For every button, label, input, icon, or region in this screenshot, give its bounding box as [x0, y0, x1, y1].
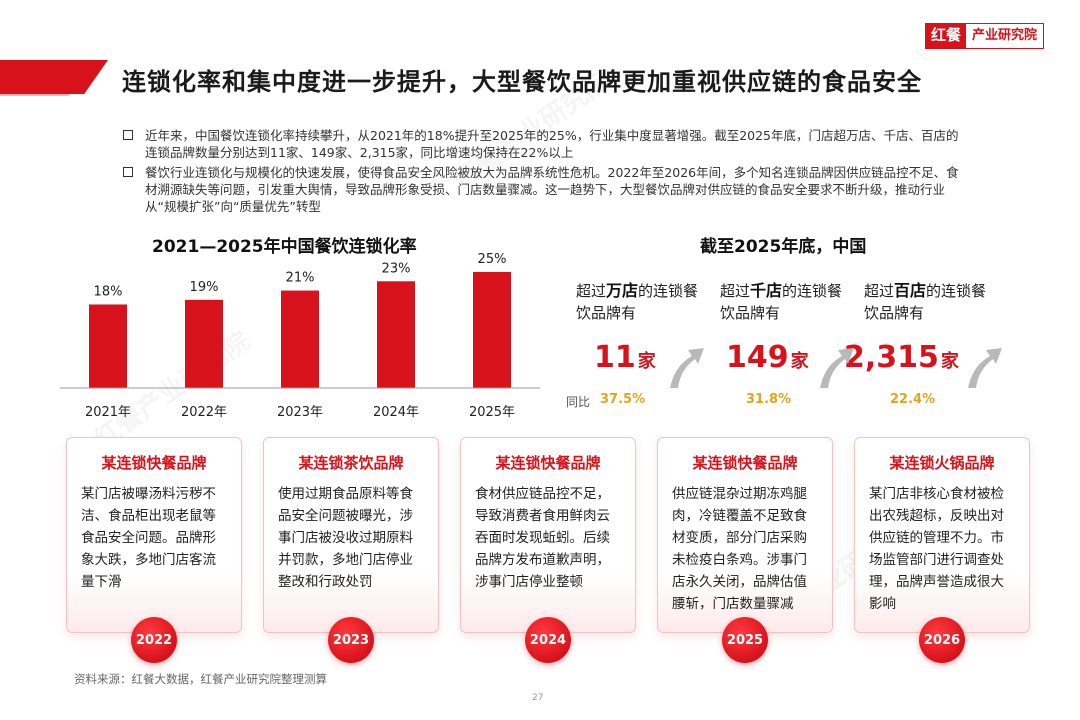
stats-heading: 截至2025年底，中国 [700, 237, 867, 257]
case-title: 某连锁快餐品牌 [495, 454, 601, 472]
stat-suffix: 的连锁餐饮品牌有 [720, 282, 843, 322]
stat-description: 超过万店的连锁餐饮品牌有 [576, 280, 706, 324]
stat-growth: 22.4% [890, 392, 936, 407]
stat-number: 11 家 [594, 340, 706, 375]
stat-card-10000: 超过万店的连锁餐饮品牌有 11 家 [576, 280, 706, 375]
case-body: 供应链混杂过期冻鸡腿肉，冷链覆盖不足致食材变质，部分门店采购未检疫白条鸡。涉事门… [672, 486, 807, 612]
x-tick-label: 2021年 [85, 405, 131, 420]
logo: 红餐 产业研究院 [924, 23, 1044, 49]
stat-number-value: 11 [594, 340, 636, 375]
bullet-1: 近年来，中国餐饮连锁化率持续攀升，从2021年的18%提升至2025年的25%，… [123, 127, 960, 161]
source-note: 资料来源：红餐大数据，红餐产业研究院整理测算 [74, 672, 327, 686]
page-number: 27 [532, 693, 544, 703]
stat-description: 超过百店的连锁餐饮品牌有 [864, 280, 994, 324]
bar-value-label: 21% [286, 271, 315, 286]
bullet-box-icon [123, 130, 133, 140]
bar-2022年 [185, 299, 223, 388]
x-tick-label: 2023年 [277, 405, 323, 420]
case-card-2022: 某连锁快餐品牌 某门店被曝汤料污秽不洁、食品柜出现老鼠等食品安全问题。品牌形象大… [66, 437, 242, 633]
logo-text: 产业研究院 [971, 28, 1037, 43]
bullet-box-icon [123, 167, 133, 177]
logo-mark: 红餐 [925, 24, 966, 48]
bar-value-label: 19% [190, 280, 219, 295]
stat-suffix: 的连锁餐饮品牌有 [864, 282, 987, 322]
stat-prefix: 超过 [864, 282, 895, 300]
stat-growth: 31.8% [746, 392, 792, 407]
stat-prefix: 超过 [576, 282, 607, 300]
case-title: 某连锁快餐品牌 [101, 454, 207, 472]
stat-highlight: 万店 [606, 281, 639, 300]
page-title: 连锁化率和集中度进一步提升，大型餐饮品牌更加重视供应链的食品安全 [122, 68, 922, 96]
case-title: 某连锁茶饮品牌 [298, 454, 404, 472]
bar-value-label: 18% [94, 284, 123, 299]
x-tick-label: 2024年 [373, 405, 419, 420]
case-card-2025: 某连锁快餐品牌 供应链混杂过期冻鸡腿肉，冷链覆盖不足致食材变质，部分门店采购未检… [657, 437, 833, 633]
stat-number: 2,315 家 [844, 340, 994, 375]
stat-card-1000: 超过千店的连锁餐饮品牌有 149 家 [720, 280, 850, 375]
bar-2024年 [377, 281, 415, 388]
stat-number-unit: 家 [637, 351, 656, 372]
case-title: 某连锁快餐品牌 [692, 454, 798, 472]
bar-2025年 [473, 272, 511, 388]
stat-highlight: 百店 [894, 281, 927, 300]
year-badge: 2024 [525, 617, 571, 663]
year-badge: 2023 [328, 617, 374, 663]
bullet-text: 近年来，中国餐饮连锁化率持续攀升，从2021年的18%提升至2025年的25%，… [145, 128, 959, 160]
bar-value-label: 25% [478, 252, 507, 267]
bullet-2: 餐饮行业连锁化与规模化的快速发展，使得食品安全风险被放大为品牌系统性危机。202… [123, 164, 960, 215]
case-title: 某连锁火锅品牌 [889, 454, 995, 472]
x-tick-label: 2025年 [469, 405, 515, 420]
bar-2021年 [89, 304, 127, 388]
case-body: 使用过期食品原料等食品安全问题被曝光，涉事门店被没收过期原料并罚款，多地门店停业… [278, 486, 413, 590]
case-body: 某门店被曝汤料污秽不洁、食品柜出现老鼠等食品安全问题。品牌形象大跌，多地门店客流… [81, 486, 216, 590]
year-badge: 2022 [131, 617, 177, 663]
stat-growth: 37.5% [600, 392, 646, 407]
case-body: 某门店非核心食材被检出农残超标，反映出对供应链的管理不力。市场监管部门进行调查处… [869, 486, 1004, 612]
x-tick-label: 2022年 [181, 405, 227, 420]
title-accent [0, 60, 108, 94]
stat-description: 超过千店的连锁餐饮品牌有 [720, 280, 850, 324]
stat-prefix: 超过 [720, 282, 751, 300]
chart-title: 2021—2025年中国餐饮连锁化率 [152, 237, 417, 257]
case-body: 食材供应链品控不足，导致消费者食用鲜肉云吞面时发现蚯蚓。后续品牌方发布道歉声明，… [475, 486, 610, 590]
case-card-2023: 某连锁茶饮品牌 使用过期食品原料等食品安全问题被曝光，涉事门店被没收过期原料并罚… [263, 437, 439, 633]
case-card-2026: 某连锁火锅品牌 某门店非核心食材被检出农残超标，反映出对供应链的管理不力。市场监… [854, 437, 1030, 633]
stat-suffix: 的连锁餐饮品牌有 [576, 282, 699, 322]
bar-chart: 18% 2021年 19% 2022年 21% 2023年 23% 2024年 25% 2025年 [60, 252, 540, 420]
stat-highlight: 千店 [750, 281, 783, 300]
growth-arrow-icon [820, 348, 854, 388]
stat-number-value: 2,315 [844, 340, 939, 375]
stat-number-unit: 家 [940, 351, 959, 372]
bullet-text: 餐饮行业连锁化与规模化的快速发展，使得食品安全风险被放大为品牌系统性危机。202… [145, 165, 959, 214]
year-badge: 2025 [722, 617, 768, 663]
stat-number: 149 家 [726, 340, 850, 375]
bar-2023年 [281, 290, 319, 388]
stat-number-value: 149 [726, 340, 789, 375]
stat-number-unit: 家 [790, 351, 809, 372]
case-card-2024: 某连锁快餐品牌 食材供应链品控不足，导致消费者食用鲜肉云吞面时发现蚯蚓。后续品牌… [460, 437, 636, 633]
year-badge: 2026 [919, 617, 965, 663]
growth-arrow-icon [968, 348, 1002, 388]
stat-card-100: 超过百店的连锁餐饮品牌有 2,315 家 [844, 280, 994, 375]
bar-value-label: 23% [382, 261, 411, 276]
growth-arrow-icon [670, 348, 704, 388]
yoy-label: 同比 [566, 395, 591, 409]
